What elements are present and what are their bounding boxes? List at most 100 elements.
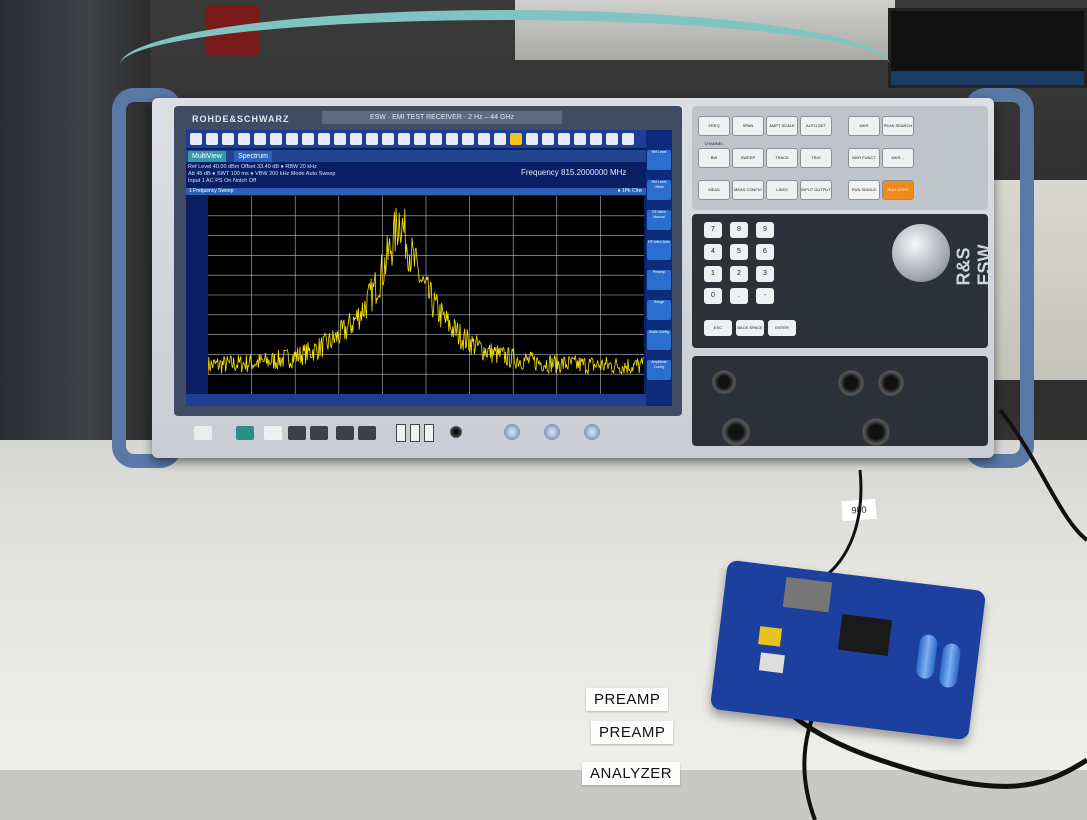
toolbar-button[interactable] bbox=[286, 133, 298, 145]
key-2-5[interactable]: RUN CONT bbox=[882, 180, 914, 200]
toolbar-button[interactable] bbox=[494, 133, 506, 145]
toolbar-button[interactable] bbox=[574, 133, 586, 145]
numpad-key[interactable]: 6 bbox=[756, 244, 774, 260]
keypad-bottom-key[interactable]: ENTER bbox=[768, 320, 796, 336]
info-line-2: Att 45 dB ● SWT 100 ms ● VBW 200 kHz Mod… bbox=[188, 171, 336, 177]
system-button-3[interactable] bbox=[310, 426, 328, 440]
key-2-0[interactable]: MEAS bbox=[698, 180, 730, 200]
key-1-1[interactable]: SWEEP bbox=[732, 148, 764, 168]
toolbar-button[interactable] bbox=[462, 133, 474, 145]
softkey[interactable]: RF Atten Auto bbox=[647, 240, 671, 260]
toolbar-button[interactable] bbox=[238, 133, 250, 145]
system-button-2[interactable] bbox=[288, 426, 306, 440]
key-0-5[interactable]: PEAK SEARCH bbox=[882, 116, 914, 136]
desk-label-preamp-1: PREAMP bbox=[586, 688, 669, 711]
softkey[interactable]: Ref Level Offset bbox=[647, 180, 671, 200]
toolbar-button[interactable] bbox=[318, 133, 330, 145]
usb-port-3[interactable] bbox=[424, 424, 434, 442]
rotary-knob[interactable] bbox=[892, 224, 950, 282]
background-monitor bbox=[888, 8, 1087, 88]
softkey[interactable]: Preamp bbox=[647, 270, 671, 290]
numpad-key[interactable]: 1 bbox=[704, 266, 722, 282]
headphone-jack[interactable] bbox=[450, 426, 462, 438]
usb-port-1[interactable] bbox=[396, 424, 406, 442]
numpad-key[interactable]: . bbox=[730, 288, 748, 304]
toolbar-button[interactable] bbox=[366, 133, 378, 145]
toolbar-button[interactable] bbox=[222, 133, 234, 145]
key-2-4[interactable]: RUN SINGLE bbox=[848, 180, 880, 200]
toolbar-button[interactable] bbox=[350, 133, 362, 145]
toolbar-button[interactable] bbox=[430, 133, 442, 145]
system-button-4[interactable] bbox=[336, 426, 354, 440]
numpad-key[interactable]: 4 bbox=[704, 244, 722, 260]
numpad-key[interactable]: - bbox=[756, 288, 774, 304]
numpad-key[interactable]: 8 bbox=[730, 222, 748, 238]
toolbar-button[interactable] bbox=[478, 133, 490, 145]
keypad-bottom-key[interactable]: BACK SPACE bbox=[736, 320, 764, 336]
system-button-1[interactable] bbox=[264, 426, 282, 440]
tab-spectrum[interactable]: Spectrum bbox=[234, 151, 272, 162]
key-0-4[interactable]: MKR bbox=[848, 116, 880, 136]
probe-dial-2[interactable] bbox=[584, 424, 600, 440]
toolbar-button[interactable] bbox=[606, 133, 618, 145]
toolbar-button[interactable] bbox=[446, 133, 458, 145]
usb-port-2[interactable] bbox=[410, 424, 420, 442]
numpad-key[interactable]: 3 bbox=[756, 266, 774, 282]
key-0-2[interactable]: AMPT SCALE bbox=[766, 116, 798, 136]
key-2-2[interactable]: LINES bbox=[766, 180, 798, 200]
softkey[interactable]: Ref Level bbox=[647, 150, 671, 170]
numpad-key[interactable]: 7 bbox=[704, 222, 722, 238]
capacitor-1 bbox=[915, 633, 939, 680]
toolbar-button[interactable] bbox=[590, 133, 602, 145]
key-1-4[interactable]: MKR FUNCT bbox=[848, 148, 880, 168]
toolbar-button[interactable] bbox=[526, 133, 538, 145]
softkey[interactable]: Amplitude Config bbox=[647, 360, 671, 380]
numpad-key[interactable]: 9 bbox=[756, 222, 774, 238]
key-0-3[interactable]: AUTO SET bbox=[800, 116, 832, 136]
softkey[interactable]: Range bbox=[647, 300, 671, 320]
toolbar-button[interactable] bbox=[254, 133, 266, 145]
brand-label: ROHDE&SCHWARZ bbox=[192, 114, 290, 124]
softkey[interactable]: Scale Config bbox=[647, 330, 671, 350]
toolbar-button[interactable] bbox=[542, 133, 554, 145]
trace-label: ● 1Pk Clrw bbox=[617, 188, 642, 194]
toolbar-button[interactable] bbox=[190, 133, 202, 145]
probe-dial-1[interactable] bbox=[544, 424, 560, 440]
probe-power-jack[interactable] bbox=[712, 370, 736, 394]
numpad-key[interactable]: 0 bbox=[704, 288, 722, 304]
softkey[interactable]: RF Atten Manual bbox=[647, 210, 671, 230]
toolbar-button[interactable] bbox=[414, 133, 426, 145]
numpad-key[interactable]: 2 bbox=[730, 266, 748, 282]
tab-multiview[interactable]: MultiView bbox=[188, 151, 226, 162]
key-2-1[interactable]: MEAS CONFIG bbox=[732, 180, 764, 200]
key-0-0[interactable]: FREQ CHANNEL bbox=[698, 116, 730, 146]
key-0-1[interactable]: SPAN bbox=[732, 116, 764, 136]
toolbar-button[interactable] bbox=[558, 133, 570, 145]
key-2-3[interactable]: INPUT OUTPUT bbox=[800, 180, 832, 200]
volume-dial[interactable] bbox=[504, 424, 520, 440]
toolbar-button[interactable] bbox=[302, 133, 314, 145]
toolbar-button[interactable] bbox=[382, 133, 394, 145]
power-button[interactable] bbox=[194, 426, 212, 440]
toolbar-button[interactable] bbox=[270, 133, 282, 145]
rf-input-2[interactable] bbox=[722, 418, 750, 446]
toolbar-button[interactable] bbox=[206, 133, 218, 145]
toolbar-button[interactable] bbox=[398, 133, 410, 145]
key-1-2[interactable]: TRACE bbox=[766, 148, 798, 168]
toolbar-button[interactable] bbox=[510, 133, 522, 145]
status-bar bbox=[186, 394, 646, 406]
system-button-5[interactable] bbox=[358, 426, 376, 440]
toolbar-button[interactable] bbox=[622, 133, 634, 145]
key-1-5[interactable]: MKR→ bbox=[882, 148, 914, 168]
keypad-bottom-key[interactable]: ESC bbox=[704, 320, 732, 336]
key-1-3[interactable]: TRIG bbox=[800, 148, 832, 168]
rf-input-1[interactable] bbox=[862, 418, 890, 446]
bnc-connector-2[interactable] bbox=[878, 370, 904, 396]
key-1-0[interactable]: BW bbox=[698, 148, 730, 168]
toolbar-button[interactable] bbox=[334, 133, 346, 145]
setup-button[interactable] bbox=[236, 426, 254, 440]
bnc-connector-1[interactable] bbox=[838, 370, 864, 396]
numpad-key[interactable]: 5 bbox=[730, 244, 748, 260]
spectrum-analyzer: ROHDE&SCHWARZ ESW · EMI TEST RECEIVER · … bbox=[112, 88, 1034, 468]
